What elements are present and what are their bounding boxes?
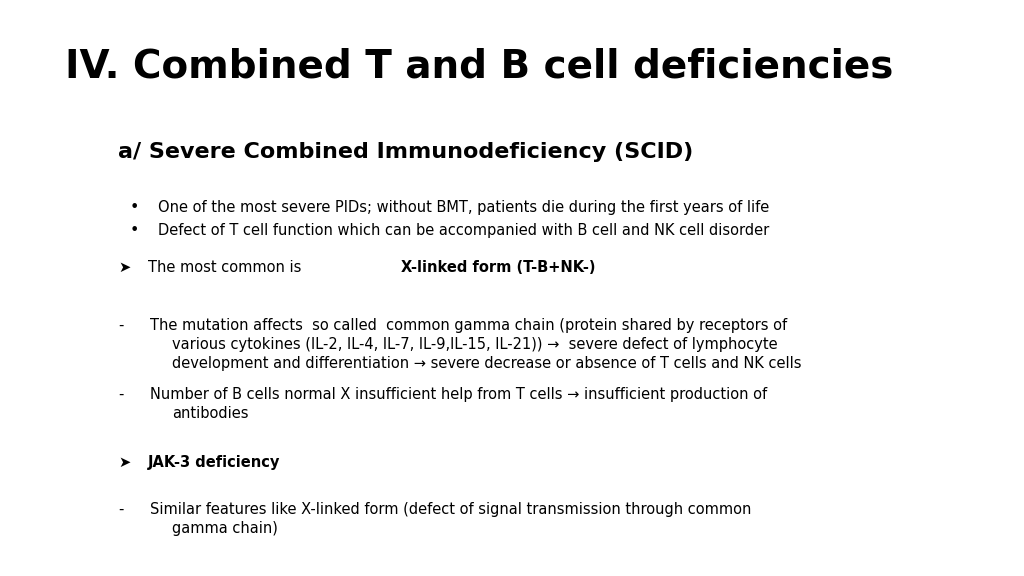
Text: IV. Combined T and B cell deficiencies: IV. Combined T and B cell deficiencies — [65, 48, 893, 86]
Text: X-linked form (T-B+NK-): X-linked form (T-B+NK-) — [400, 260, 595, 275]
Text: antibodies: antibodies — [172, 406, 249, 421]
Text: development and differentiation → severe decrease or absence of T cells and NK c: development and differentiation → severe… — [172, 356, 802, 371]
Text: ➤: ➤ — [118, 455, 130, 470]
Text: gamma chain): gamma chain) — [172, 521, 278, 536]
Text: Defect of T cell function which can be accompanied with B cell and NK cell disor: Defect of T cell function which can be a… — [158, 223, 769, 238]
Text: Number of B cells normal X insufficient help from T cells → insufficient product: Number of B cells normal X insufficient … — [150, 387, 767, 402]
Text: various cytokines (IL-2, IL-4, IL-7, IL-9,IL-15, IL-21)) →  severe defect of lym: various cytokines (IL-2, IL-4, IL-7, IL-… — [172, 337, 777, 352]
Text: a/ Severe Combined Immunodeficiency (SCID): a/ Severe Combined Immunodeficiency (SCI… — [118, 142, 693, 162]
Text: -: - — [118, 318, 123, 333]
Text: One of the most severe PIDs; without BMT, patients die during the first years of: One of the most severe PIDs; without BMT… — [158, 200, 769, 215]
Text: JAK-3 deficiency: JAK-3 deficiency — [148, 455, 281, 470]
Text: The mutation affects  so called  common gamma chain (protein shared by receptors: The mutation affects so called common ga… — [150, 318, 787, 333]
Text: Similar features like X-linked form (defect of signal transmission through commo: Similar features like X-linked form (def… — [150, 502, 752, 517]
Text: •: • — [130, 200, 139, 215]
Text: The most common is: The most common is — [148, 260, 306, 275]
Text: -: - — [118, 387, 123, 402]
Text: -: - — [118, 502, 123, 517]
Text: ➤: ➤ — [118, 260, 130, 275]
Text: •: • — [130, 223, 139, 238]
